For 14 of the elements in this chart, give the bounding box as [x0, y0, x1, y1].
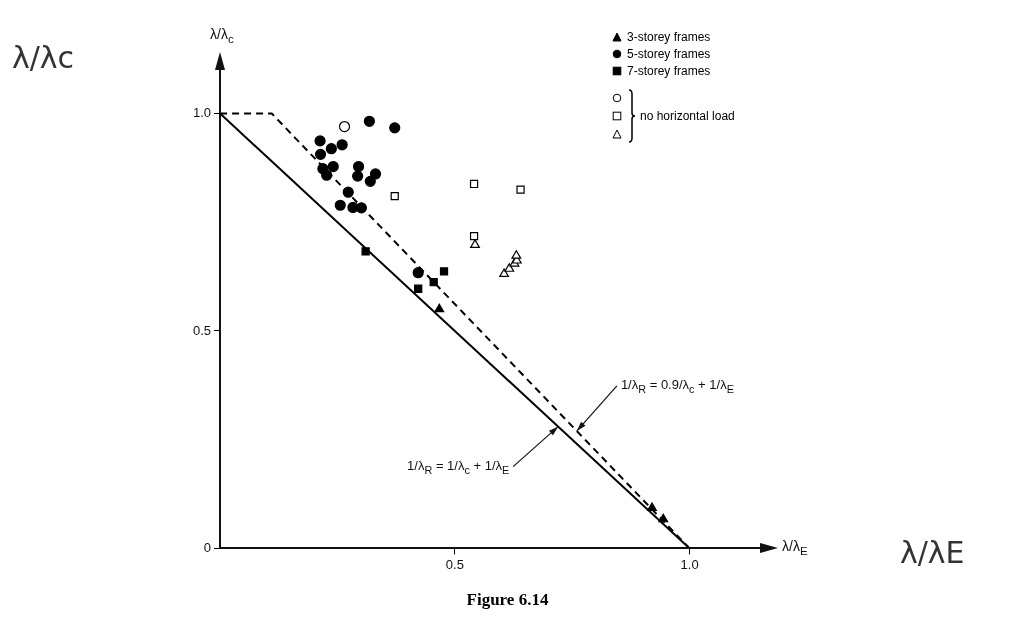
legend-label: 3-storey frames: [627, 29, 711, 44]
text: Figure 6.14: [465, 590, 550, 610]
legend-label: 5-storey frames: [627, 46, 711, 61]
y-tick-label: 0.5: [192, 322, 212, 338]
x-axis-title: λ/λ$_{E}$: [782, 538, 808, 558]
y-tick-label: 0: [203, 539, 212, 555]
y-tick-label: 1.0: [192, 105, 212, 121]
annotation: 1/λ$_{R}$ = 0.9/λ$_{c}$ + 1/λ$_{E}$: [620, 376, 734, 395]
legend-label: 7-storey frames: [627, 63, 711, 78]
annotation: 1/λ$_{R}$ = 1/λ$_{c}$ + 1/λ$_{E}$: [407, 457, 510, 476]
text: λ/λc: [12, 40, 75, 75]
annotation: no horizontal load: [640, 109, 735, 123]
y-axis-title: λ/λ$_{c}$: [210, 26, 234, 45]
text: λ/λE: [900, 535, 965, 570]
